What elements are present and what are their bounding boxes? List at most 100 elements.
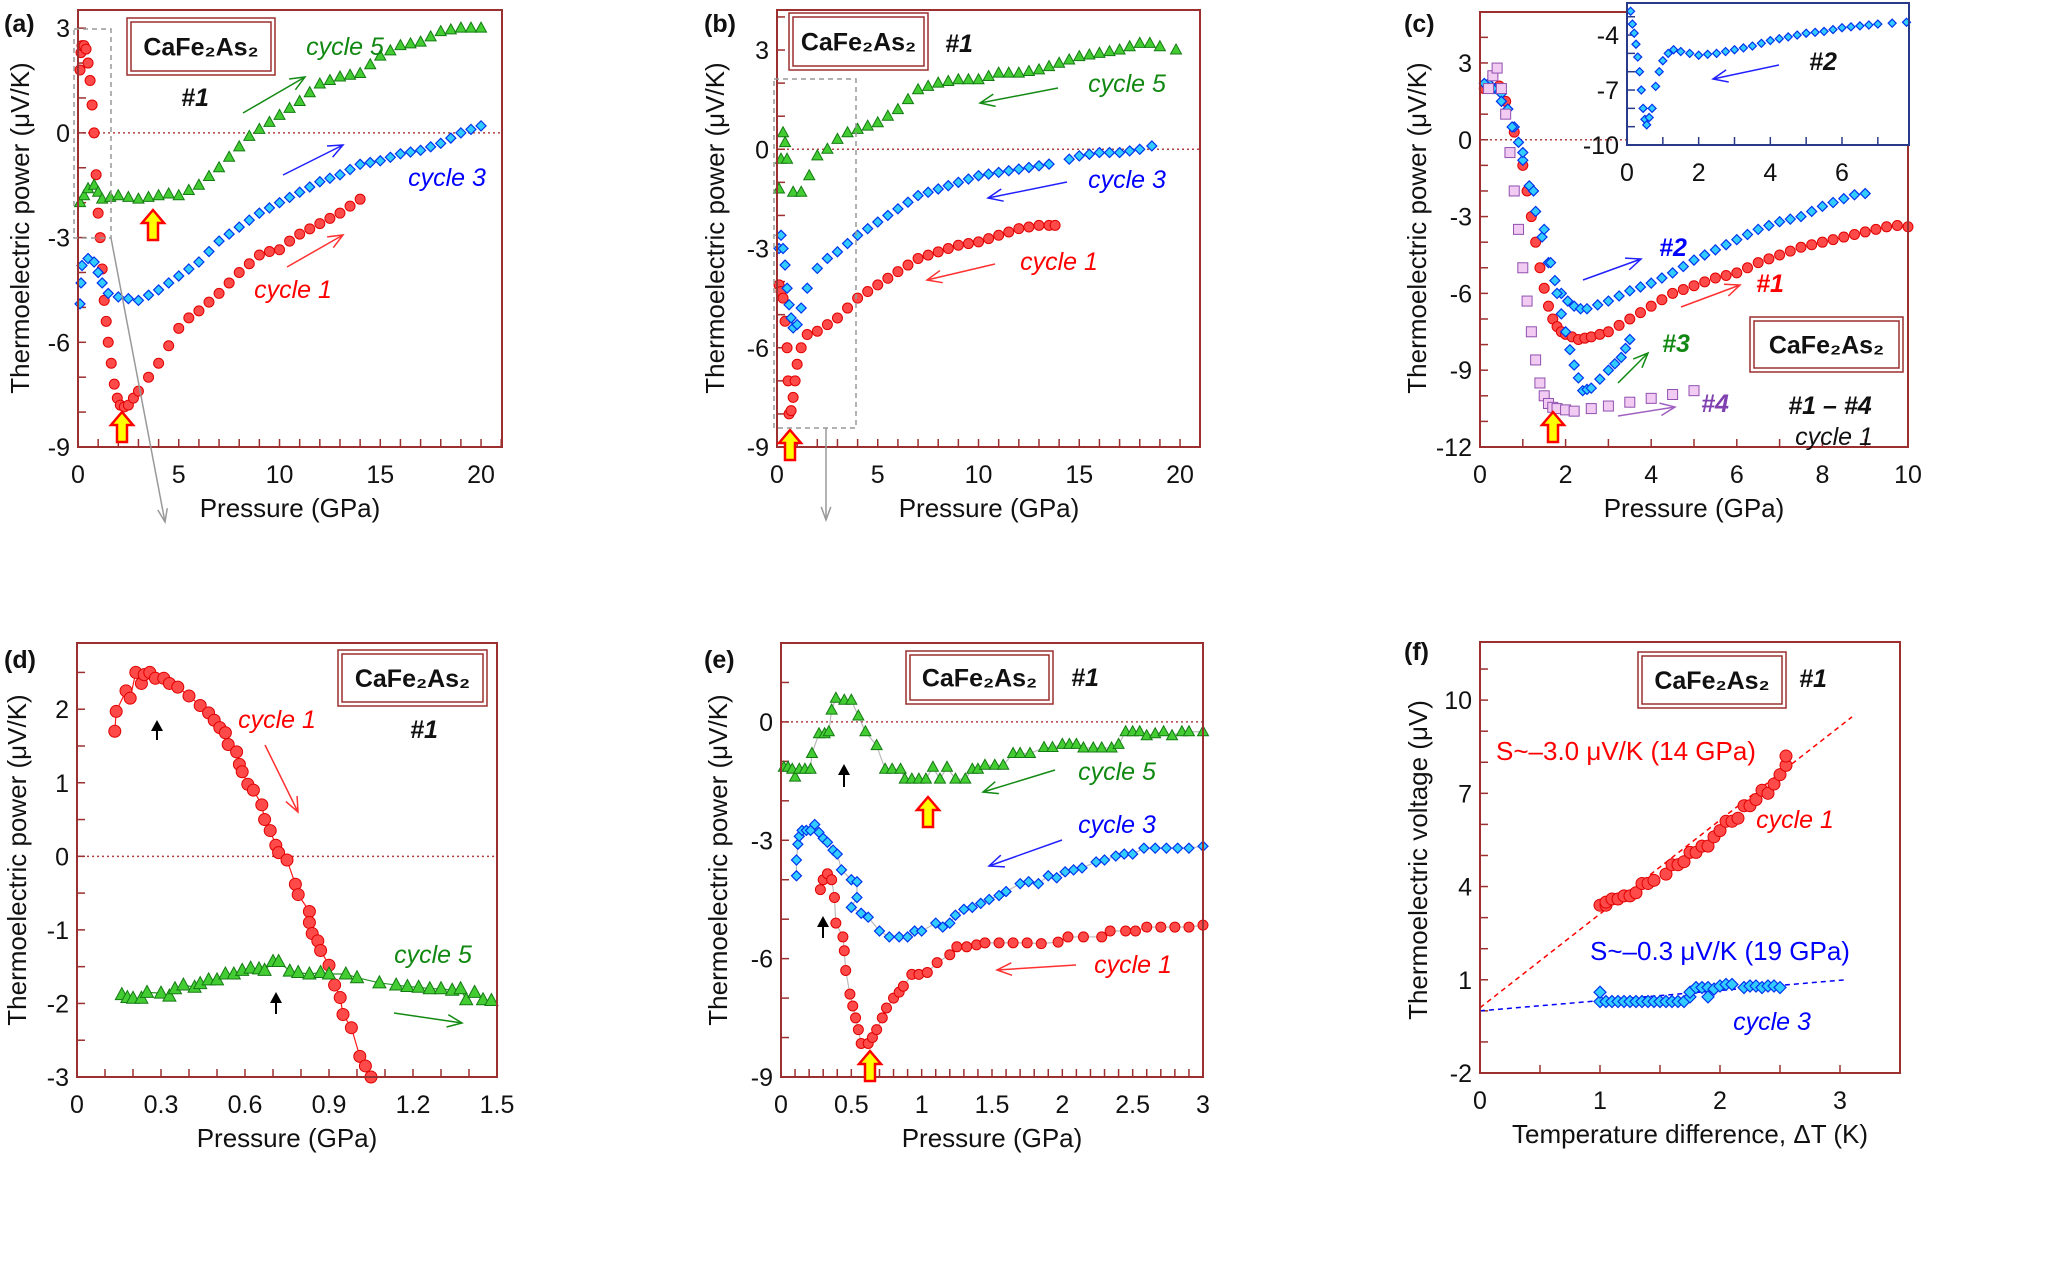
data-point [1783, 32, 1794, 42]
x-tick-label: 0.9 [312, 1091, 347, 1119]
series-4 [1483, 62, 1700, 417]
data-point [213, 235, 225, 247]
data-point [1677, 855, 1691, 869]
data-point [324, 212, 336, 224]
data-point [1810, 27, 1820, 38]
data-point [400, 978, 415, 993]
data-point [1711, 48, 1722, 59]
data-point [314, 943, 328, 957]
data-point [1083, 47, 1096, 60]
x-tick-label: 0 [1473, 461, 1487, 489]
y-tick-label: 3 [755, 37, 769, 65]
data-point [785, 405, 797, 417]
data-point [1870, 223, 1882, 235]
panel-label: (d) [4, 646, 36, 674]
data-point [303, 85, 317, 98]
data-point [828, 891, 840, 903]
data-point [936, 921, 949, 933]
data-point [1828, 24, 1838, 35]
data-point [223, 277, 235, 289]
data-point [983, 233, 995, 245]
data-point [1805, 205, 1818, 218]
data-point [790, 854, 803, 866]
data-point [1182, 724, 1196, 737]
data-point [1761, 786, 1775, 800]
data-point [302, 904, 316, 918]
data-point [1000, 885, 1012, 898]
compound-label: CaFe₂As₂ [1769, 332, 1884, 360]
x-tick-label: 5 [172, 461, 186, 489]
compound-box-inner [130, 21, 272, 72]
arrowhead-icon [327, 234, 345, 249]
data-point [1062, 931, 1074, 943]
data-point [983, 893, 996, 906]
data-point [1624, 313, 1636, 325]
series-label: #3 [1662, 330, 1690, 358]
data-point [132, 385, 144, 397]
data-point [283, 191, 296, 204]
data-point [777, 242, 789, 255]
data-point [1095, 740, 1109, 753]
data-point [464, 21, 478, 33]
data-point [1806, 239, 1818, 251]
data-point [1070, 737, 1083, 749]
data-point [993, 229, 1005, 241]
data-point [324, 172, 336, 185]
data-point [1555, 308, 1568, 320]
data-point [202, 169, 216, 181]
data-point [1720, 238, 1732, 251]
transition-arrow-icon [139, 208, 167, 242]
x-tick-label: 0 [71, 461, 85, 489]
data-point [790, 869, 803, 882]
inset-frame [1626, 2, 1910, 146]
data-point [1608, 357, 1621, 370]
zoom-arrowhead-icon [820, 506, 832, 523]
data-point [1500, 108, 1512, 120]
data-point [303, 181, 316, 193]
data-point [82, 57, 94, 69]
data-point [862, 911, 875, 924]
data-point [931, 957, 943, 969]
x-tick-label: 1.2 [396, 1091, 431, 1119]
data-point [952, 72, 965, 85]
data-point [1725, 977, 1739, 992]
data-point [1634, 66, 1645, 77]
data-point [1561, 295, 1574, 307]
data-point [1765, 35, 1776, 46]
x-tick-label: 6 [1835, 159, 1849, 187]
x-tick-label: 0.3 [144, 1091, 179, 1119]
data-point [1801, 28, 1812, 39]
data-point [821, 319, 833, 331]
arrowhead-icon [1624, 257, 1643, 271]
data-point [1701, 839, 1715, 853]
peak-arrowhead-icon [817, 916, 829, 927]
x-tick-label: 2 [1692, 159, 1706, 187]
data-point [90, 169, 102, 181]
compound-box-inner [1753, 320, 1900, 369]
data-point [1645, 277, 1658, 289]
data-point [1644, 112, 1655, 123]
data-point [958, 903, 970, 916]
data-point [142, 289, 155, 302]
data-point [1007, 937, 1019, 949]
data-point [1043, 158, 1055, 171]
data-point [283, 101, 296, 113]
data-point [1023, 161, 1035, 174]
data-point [1634, 281, 1647, 293]
data-point [1881, 221, 1893, 233]
x-tick-label: 2.5 [1115, 1091, 1150, 1119]
x-axis-title: Pressure (GPa) [1604, 493, 1785, 523]
data-point [844, 693, 858, 705]
data-point [1042, 59, 1056, 72]
data-point [223, 228, 235, 240]
data-point [88, 256, 100, 268]
data-point [1631, 39, 1641, 50]
panel-f: 0 1 2 3 10 7 4 1 -2 cycle 1 S~–3.0 μV/K (14 GPa) cy… [1403, 638, 1901, 1149]
data-point [475, 120, 487, 132]
data-point [1133, 724, 1147, 737]
y-tick-label: 0 [55, 843, 69, 871]
data-point [780, 152, 794, 164]
data-point [1677, 284, 1689, 296]
data-point [152, 188, 165, 201]
data-point [1113, 42, 1126, 55]
